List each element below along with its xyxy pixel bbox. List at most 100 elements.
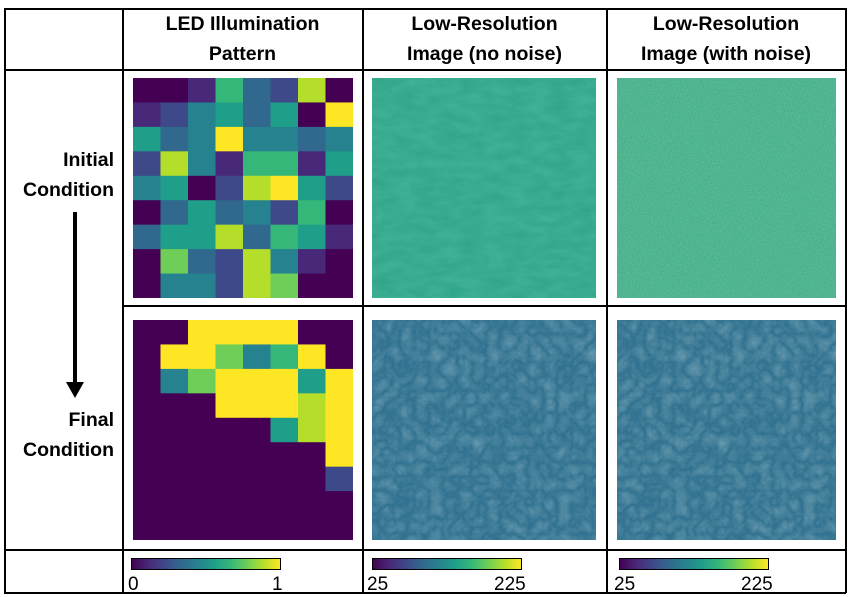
led-final-cell <box>215 442 244 468</box>
led-initial-cell <box>188 175 216 201</box>
led-initial-cell <box>188 78 216 103</box>
led-final-cell <box>160 466 189 492</box>
header-image-no-noise-label: Low-Resolution Image (no noise) <box>407 13 562 65</box>
led-pattern-final <box>133 320 353 540</box>
table-border-row-split <box>122 305 846 307</box>
table-border-colorbar <box>4 549 846 551</box>
led-initial-cell <box>325 102 353 128</box>
colorbar-image-with-noise <box>619 558 769 570</box>
led-final-cell <box>270 466 299 492</box>
led-final-cell <box>188 393 216 419</box>
led-initial-cell <box>243 175 271 201</box>
led-final-cell <box>243 442 271 468</box>
led-final-cell <box>325 320 353 345</box>
led-final-cell <box>243 515 271 540</box>
led-initial-cell <box>270 126 299 152</box>
led-final-cell <box>270 368 299 394</box>
led-final-cell <box>160 491 189 517</box>
row-label-initial: Initial Condition <box>23 149 114 201</box>
led-final-cell <box>133 417 161 443</box>
progress-arrow-shaft <box>73 212 77 384</box>
led-final-cell <box>215 320 244 345</box>
colorbar-image-no-noise-min: 25 <box>367 574 389 595</box>
led-initial-cell <box>243 200 271 226</box>
led-final-cell <box>215 344 244 370</box>
led-final-cell <box>188 344 216 370</box>
led-final-cell <box>133 344 161 370</box>
led-final-cell <box>270 442 299 468</box>
led-final-cell <box>325 491 353 517</box>
led-initial-cell <box>215 102 244 128</box>
led-initial-cell <box>298 102 326 128</box>
led-initial-cell <box>215 249 244 275</box>
led-initial-cell <box>243 273 271 298</box>
led-final-cell <box>298 442 326 468</box>
led-initial-cell <box>325 249 353 275</box>
led-initial-cell <box>298 273 326 298</box>
led-final-cell <box>298 368 326 394</box>
led-final-cell <box>243 320 271 345</box>
led-initial-cell <box>215 175 244 201</box>
table-border-col2 <box>362 8 364 593</box>
led-initial-cell <box>298 249 326 275</box>
led-initial-cell <box>188 224 216 250</box>
led-initial-cell <box>160 175 189 201</box>
led-initial-cell <box>133 249 161 275</box>
led-final-cell <box>188 491 216 517</box>
image-initial-with-noise <box>617 78 836 298</box>
led-final-cell <box>243 466 271 492</box>
led-final-cell <box>298 393 326 419</box>
led-final-cell <box>133 515 161 540</box>
led-initial-cell <box>160 78 189 103</box>
led-final-cell <box>215 393 244 419</box>
header-image-with-noise-label: Low-Resolution Image (with noise) <box>640 13 812 65</box>
table-border-col3 <box>606 8 608 593</box>
led-initial-cell <box>270 273 299 298</box>
led-initial-cell <box>325 126 353 152</box>
led-final-cell <box>298 491 326 517</box>
colorbar-image-no-noise-max: 225 <box>494 574 526 595</box>
led-final-cell <box>325 393 353 419</box>
led-final-cell <box>243 393 271 419</box>
led-final-cell <box>133 491 161 517</box>
colorbar-image-with-noise-min: 25 <box>614 574 636 595</box>
colorbar-image-with-noise-max: 225 <box>741 574 773 595</box>
row-label-final: Final Condition <box>23 409 114 461</box>
led-initial-cell <box>243 224 271 250</box>
led-final-cell <box>298 466 326 492</box>
led-initial-cell <box>270 224 299 250</box>
led-initial-cell <box>215 224 244 250</box>
led-final-cell <box>215 515 244 540</box>
led-initial-cell <box>133 273 161 298</box>
table-border-header <box>4 69 846 71</box>
led-initial-cell <box>188 151 216 177</box>
led-final-cell <box>188 368 216 394</box>
led-final-cell <box>133 393 161 419</box>
led-final-cell <box>160 393 189 419</box>
led-final-cell <box>325 466 353 492</box>
colorbar-led <box>131 558 281 570</box>
led-final-cell <box>270 393 299 419</box>
led-initial-cell <box>188 200 216 226</box>
led-initial-cell <box>243 102 271 128</box>
table-border-top <box>4 8 846 10</box>
led-initial-cell <box>270 102 299 128</box>
led-final-cell <box>325 417 353 443</box>
led-final-cell <box>270 491 299 517</box>
led-final-cell <box>188 417 216 443</box>
led-final-cell <box>243 417 271 443</box>
led-initial-cell <box>215 78 244 103</box>
led-initial-cell <box>133 151 161 177</box>
led-initial-cell <box>325 151 353 177</box>
led-final-cell <box>215 417 244 443</box>
header-image-with-noise: Low-Resolution Image (with noise) <box>607 8 845 70</box>
led-final-cell <box>270 417 299 443</box>
led-final-cell <box>325 368 353 394</box>
led-final-cell <box>243 368 271 394</box>
table-border-left <box>4 8 6 593</box>
led-initial-cell <box>325 200 353 226</box>
table-border-right <box>845 8 847 593</box>
led-final-cell <box>325 344 353 370</box>
led-initial-cell <box>133 102 161 128</box>
led-final-cell <box>133 442 161 468</box>
